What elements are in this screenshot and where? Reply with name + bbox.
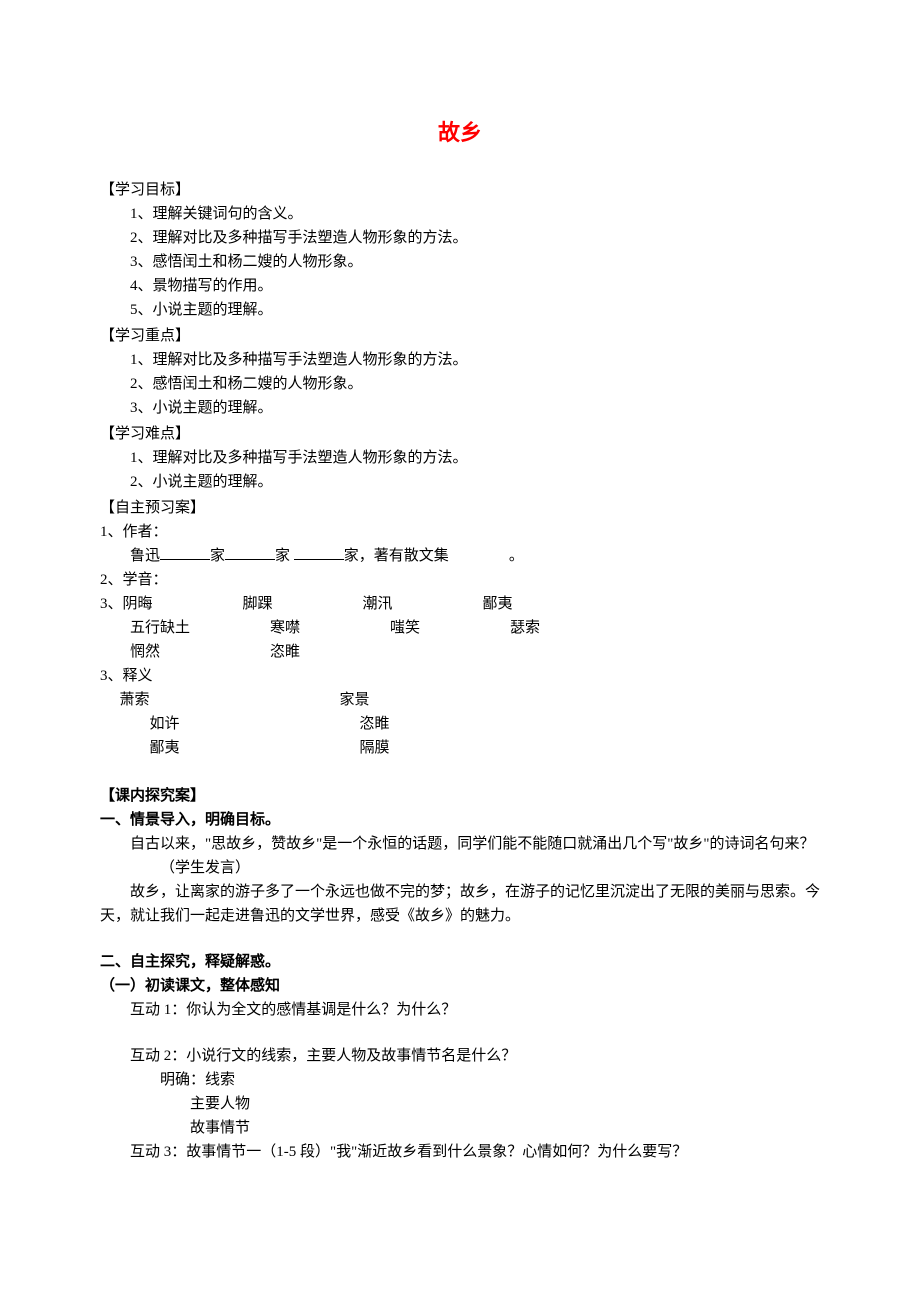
phonetic-item: 五行缺土 [130,616,270,640]
phonetic-item: 瑟索 [510,620,540,636]
phonetic-item: 潮汛 [363,592,483,616]
blank-field [160,545,210,560]
phonetic-item: 恣睢 [270,644,300,660]
definition-row: 萧索家景 [100,688,820,712]
definitions-label: 3、释义 [100,664,820,688]
objective-item: 5、小说主题的理解。 [100,298,820,322]
definition-row: 如许恣睢 [100,712,820,736]
phonetic-item: 鄙夷 [483,596,513,612]
phonetic-row-prefix: 3、 [100,596,123,612]
author-mid3: 家，著有散文集 [344,548,449,564]
definition-term: 家景 [340,692,370,708]
definition-term: 鄙夷 [120,736,360,760]
phonetic-item: 脚踝 [243,592,363,616]
objective-item: 3、感悟闰土和杨二嫂的人物形象。 [100,250,820,274]
scene-paragraph: 自古以来，"思故乡，赞故乡"是一个永恒的话题，同学们能不能随口就涌出几个写"故乡… [100,832,820,856]
phonetic-item: 寒噤 [270,616,390,640]
learning-focus-label: 【学习重点】 [100,324,820,348]
author-mid1: 家 [210,548,225,564]
difficulty-item: 2、小说主题的理解。 [100,470,820,494]
blank-field [294,545,344,560]
learning-focus-section: 【学习重点】 1、理解对比及多种描写手法塑造人物形象的方法。 2、感悟闰土和杨二… [100,324,820,420]
learning-difficulties-section: 【学习难点】 1、理解对比及多种描写手法塑造人物形象的方法。 2、小说主题的理解… [100,422,820,494]
interaction-item: 互动 1：你认为全文的感情基调是什么？为什么？ [100,998,820,1022]
explore-subheading: （一）初读课文，整体感知 [100,974,820,998]
scene-paragraph: （学生发言） [100,856,820,880]
interaction-item: 互动 3：故事情节一（1-5 段）"我"渐近故乡看到什么景象？心情如何？为什么要… [100,1140,820,1164]
phonetic-item: 阴晦 [123,592,243,616]
document-title: 故乡 [100,115,820,150]
spacer [100,1022,820,1044]
phonetic-item: 嗤笑 [390,616,510,640]
definition-row: 鄙夷隔膜 [100,736,820,760]
preview-label: 【自主预习案】 [100,496,820,520]
interaction-item: 互动 2：小说行文的线索，主要人物及故事情节名是什么？ [100,1044,820,1068]
author-prefix: 鲁迅 [130,548,160,564]
clarify-line: 明确：线索 [100,1068,820,1092]
clarify-line: 主要人物 [100,1092,820,1116]
focus-item: 1、理解对比及多种描写手法塑造人物形象的方法。 [100,348,820,372]
spacer [100,928,820,950]
scene-heading: 一、情景导入，明确目标。 [100,808,820,832]
objective-item: 2、理解对比及多种描写手法塑造人物形象的方法。 [100,226,820,250]
inquiry-section: 【课内探究案】 一、情景导入，明确目标。 自古以来，"思故乡，赞故乡"是一个永恒… [100,784,820,928]
difficulty-item: 1、理解对比及多种描写手法塑造人物形象的方法。 [100,446,820,470]
author-label: 1、作者： [100,520,820,544]
focus-item: 3、小说主题的理解。 [100,396,820,420]
phonetic-item: 惘然 [130,640,270,664]
blank-field [225,545,275,560]
author-suffix: 。 [509,548,524,564]
inquiry-label: 【课内探究案】 [100,784,820,808]
objective-item: 4、景物描写的作用。 [100,274,820,298]
phonetic-row: 3、阴晦脚踝潮汛鄙夷 [100,592,820,616]
explore-section: 二、自主探究，释疑解惑。 （一）初读课文，整体感知 互动 1：你认为全文的感情基… [100,950,820,1164]
phonetic-row: 五行缺土寒噤嗤笑瑟索 [100,616,820,640]
scene-paragraph: 故乡，让离家的游子多了一个永远也做不完的梦；故乡，在游子的记忆里沉淀出了无限的美… [100,880,820,928]
preview-section: 【自主预习案】 1、作者： 鲁迅 家 家 家，著有散文集 。 2、学音： 3、阴晦脚踝… [100,496,820,760]
phonetic-row: 惘然恣睢 [100,640,820,664]
definition-term: 萧索 [120,688,340,712]
definition-term: 隔膜 [360,740,390,756]
learning-difficulties-label: 【学习难点】 [100,422,820,446]
focus-item: 2、感悟闰土和杨二嫂的人物形象。 [100,372,820,396]
phonetics-label: 2、学音： [100,568,820,592]
learning-objectives-label: 【学习目标】 [100,178,820,202]
author-line: 鲁迅 家 家 家，著有散文集 。 [100,544,820,568]
definition-term: 如许 [120,712,360,736]
author-mid2: 家 [275,548,294,564]
learning-objectives-section: 【学习目标】 1、理解关键词句的含义。 2、理解对比及多种描写手法塑造人物形象的… [100,178,820,322]
explore-heading: 二、自主探究，释疑解惑。 [100,950,820,974]
spacer [100,760,820,782]
objective-item: 1、理解关键词句的含义。 [100,202,820,226]
clarify-line: 故事情节 [100,1116,820,1140]
definition-term: 恣睢 [360,716,390,732]
